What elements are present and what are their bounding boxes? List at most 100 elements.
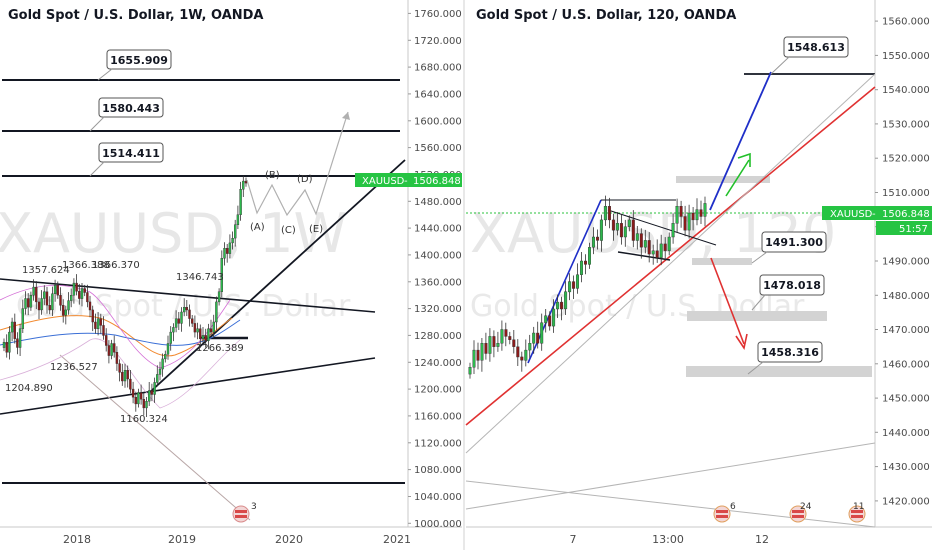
price-label-1357: 1357.624 (22, 265, 70, 276)
weekly-candle-body (53, 284, 57, 295)
weekly-candle-body (137, 392, 140, 405)
weekly-candle-body (35, 286, 38, 303)
weekly-y-tick-label: 1040.000 (414, 492, 462, 503)
intraday-y-tick-label: 1510.000 (882, 188, 930, 199)
intraday-candles[interactable] (468, 195, 707, 379)
left-chart-title: Gold Spot / U.S. Dollar, 1W, OANDA (8, 8, 263, 23)
left-last-price-value: 1506.848 (413, 176, 461, 187)
lower-triangle-trendline (0, 357, 376, 415)
weekly-candle-body (115, 352, 119, 364)
weekly-candle-body (67, 300, 70, 311)
weekly-candle-body (220, 258, 224, 292)
weekly-candles[interactable] (2, 175, 248, 417)
intraday-candle-body (520, 356, 524, 361)
intraday-candle-body (548, 315, 552, 327)
left-time-axis[interactable]: 2018 2019 2020 2021 (63, 533, 411, 546)
intraday-candle-body (580, 260, 584, 275)
bullish-arrow-shaft (725, 159, 750, 197)
right-last-price-symbol: XAUUSD (830, 209, 873, 220)
weekly-candle-body (134, 397, 138, 405)
intraday-candle-body (584, 260, 588, 265)
weekly-candle-body (118, 363, 121, 373)
intraday-candle-body (540, 322, 544, 344)
intraday-candle-body (484, 343, 488, 354)
intraday-y-tick-label: 1490.000 (882, 257, 930, 268)
weekly-candle-body (48, 305, 51, 311)
weekly-candle-body (139, 392, 143, 400)
callout-1478[interactable]: 1478.018 (751, 274, 825, 311)
callout-1548[interactable]: 1548.613 (770, 36, 849, 75)
callout-1580[interactable]: 1580.443 (89, 97, 164, 132)
callout-1491[interactable]: 1491.300 (751, 231, 827, 264)
event-flag-24[interactable]: 24 (789, 502, 812, 523)
right-last-price-tag[interactable]: XAUUSD - 1506.848 51:57 (822, 206, 932, 235)
weekly-candle-body (24, 298, 27, 309)
weekly-candle-body (207, 328, 210, 342)
weekly-chart-panel[interactable]: XAUUSD, 1W Gold Spot / U.S. Dollar Gold … (0, 0, 462, 546)
weekly-candle-body (107, 345, 111, 356)
left-last-price-tag[interactable]: XAUUSD - 1506.848 (355, 173, 462, 187)
wave-label-d: (D) (297, 174, 313, 185)
weekly-candle-body (59, 295, 62, 306)
weekly-y-tick-label: 1360.000 (414, 277, 462, 288)
weekly-candle-body (131, 388, 135, 398)
callout-1458-label: 1458.316 (761, 346, 819, 359)
weekly-candle-body (145, 401, 148, 409)
intraday-candle-body (643, 240, 647, 248)
intraday-x-tick-label: 13:00 (652, 533, 684, 546)
price-label-1366-370: 1366.370 (92, 260, 140, 271)
event-flag-6[interactable]: 6 (713, 502, 736, 523)
weekly-y-tick-label: 1640.000 (414, 89, 462, 100)
intraday-candle-body (615, 223, 619, 231)
weekly-candle-body (126, 370, 129, 380)
weekly-candle-body (223, 247, 226, 259)
projected-wave-path (246, 111, 349, 217)
weekly-y-tick-label: 1480.000 (414, 197, 462, 208)
ma-orange-line (0, 315, 233, 357)
right-price-axis[interactable]: 1420.000 1430.000 1440.000 1450.000 1460.000… (875, 17, 930, 508)
intraday-y-tick-label: 1420.000 (882, 496, 930, 507)
intraday-candle-body (560, 301, 564, 310)
weekly-candle-body (27, 298, 30, 308)
intraday-candle-body (508, 336, 512, 340)
weekly-x-tick-label: 2018 (63, 533, 91, 546)
weekly-y-tick-label: 1240.000 (414, 358, 462, 369)
intraday-candle-body (671, 223, 675, 238)
intraday-candle-body (552, 308, 556, 327)
intraday-candle-body (544, 315, 548, 323)
event-flag-11[interactable]: 11 (848, 502, 866, 523)
weekly-candle-body (231, 237, 234, 244)
intraday-candle-body (639, 233, 643, 248)
price-label-1160: 1160.324 (120, 414, 168, 425)
weekly-x-tick-label: 2020 (275, 533, 303, 546)
weekly-candle-body (204, 335, 207, 341)
callout-1655[interactable]: 1655.909 (97, 49, 172, 81)
intraday-candle-body (576, 274, 580, 289)
descending-faint-line (59, 354, 251, 521)
weekly-candle-body (142, 399, 146, 409)
weekly-x-tick-label: 2021 (383, 533, 411, 546)
callout-1458[interactable]: 1458.316 (747, 341, 823, 375)
callout-1514[interactable]: 1514.411 (89, 142, 164, 177)
weekly-candle-body (99, 318, 103, 326)
weekly-y-tick-label: 1720.000 (414, 36, 462, 47)
weekly-y-tick-label: 1320.000 (414, 304, 462, 315)
event-flag-11-count: 11 (853, 502, 864, 512)
economic-event-flag[interactable]: 3 (232, 502, 257, 523)
lower-gray-falling-line (465, 480, 876, 528)
weekly-y-tick-label: 1080.000 (414, 465, 462, 476)
intraday-candle-body (675, 205, 679, 224)
right-last-price-dash: - (872, 209, 876, 220)
right-time-axis[interactable]: 7 13:00 12 (570, 533, 770, 546)
weekly-y-tick-label: 1120.000 (414, 438, 462, 449)
weekly-candle-body (69, 295, 73, 301)
weekly-candle-body (62, 305, 65, 316)
intraday-chart-panel[interactable]: XAUUSD, 120 Gold Spot / U.S. Dollar Gold… (465, 0, 932, 546)
weekly-candle-body (190, 318, 194, 324)
weekly-candle-body (196, 328, 199, 333)
impulse-blue-line (527, 199, 602, 364)
intraday-candle-body (596, 236, 600, 241)
weekly-candle-body (13, 321, 17, 339)
weekly-candle-body (83, 288, 86, 293)
intraday-y-tick-label: 1480.000 (882, 291, 930, 302)
